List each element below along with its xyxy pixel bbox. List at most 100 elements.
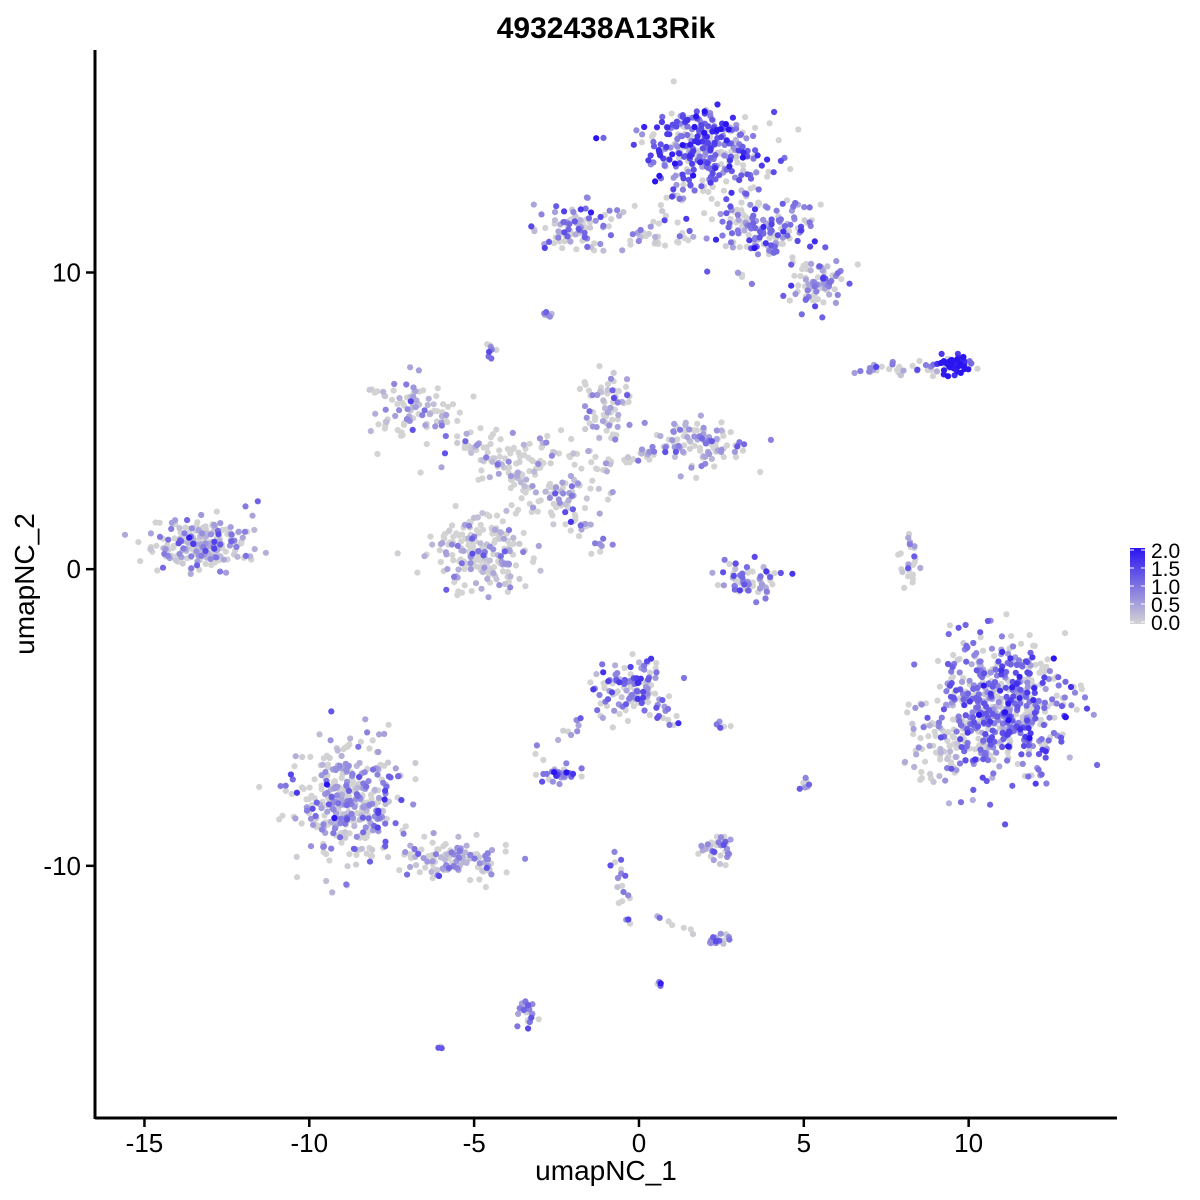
cell-point: [917, 735, 924, 742]
cell-point: [497, 529, 504, 536]
cell-point: [609, 387, 616, 394]
cell-point: [298, 784, 306, 791]
cell-point: [616, 710, 623, 718]
cell-point: [522, 855, 529, 862]
cell-point: [347, 735, 354, 742]
cell-point: [425, 395, 432, 402]
cell-point: [691, 123, 698, 131]
cell-point: [745, 581, 752, 588]
cell-point: [338, 839, 345, 846]
cell-point: [293, 789, 300, 796]
cell-point: [1053, 700, 1060, 707]
cell-point: [319, 761, 326, 768]
cell-point: [698, 842, 705, 850]
cell-point: [497, 436, 504, 443]
cell-point: [337, 834, 344, 841]
cell-point: [392, 765, 399, 772]
cell-point: [653, 704, 660, 711]
cell-point: [709, 569, 716, 576]
cell-point: [184, 539, 191, 546]
cell-point: [217, 541, 224, 548]
cell-point: [550, 500, 557, 507]
cell-point: [251, 546, 258, 553]
cell-point: [729, 244, 737, 251]
cell-point: [474, 563, 481, 570]
legend-label: 1.0: [1151, 576, 1180, 599]
cell-point: [1016, 695, 1023, 702]
cell-point: [520, 1006, 528, 1014]
cell-point: [548, 452, 556, 459]
cell-point: [1024, 669, 1031, 676]
cell-point: [618, 694, 625, 701]
cell-point: [1005, 700, 1012, 707]
cell-point: [407, 364, 414, 371]
cell-point: [516, 458, 523, 466]
cell-point: [820, 275, 827, 282]
cell-point: [436, 547, 443, 554]
cell-point: [175, 540, 182, 547]
cell-point: [980, 737, 987, 744]
cell-point: [600, 222, 607, 229]
cell-point: [360, 829, 367, 836]
cell-point: [592, 540, 599, 547]
cell-point: [551, 769, 558, 776]
cell-point: [970, 639, 977, 647]
cell-point: [1081, 694, 1089, 701]
cell-point: [760, 223, 767, 230]
cell-point: [238, 540, 245, 547]
cell-point: [596, 510, 603, 517]
cell-point: [330, 799, 337, 806]
cell-point: [791, 272, 798, 279]
cell-point: [677, 473, 684, 480]
cell-point: [423, 441, 430, 448]
cell-point: [987, 669, 994, 676]
cell-point: [979, 774, 986, 781]
cell-point: [420, 387, 427, 394]
cell-point: [432, 851, 439, 858]
cell-point: [698, 122, 705, 129]
cell-point: [531, 468, 538, 475]
cell-point: [949, 733, 956, 740]
cell-point: [641, 419, 648, 426]
cell-point: [762, 595, 769, 602]
cell-point: [473, 831, 480, 838]
cell-point: [652, 674, 659, 682]
cell-point: [816, 263, 823, 270]
cell-point: [1026, 735, 1033, 742]
cell-point: [704, 841, 711, 848]
cell-point: [581, 229, 588, 236]
cell-point: [981, 670, 988, 677]
cell-point: [369, 737, 376, 744]
cell-point: [403, 416, 410, 423]
cell-point: [795, 126, 802, 133]
cell-point: [718, 134, 725, 141]
cell-point: [463, 430, 470, 437]
cell-point: [1038, 771, 1045, 778]
cell-point: [1036, 669, 1043, 676]
cell-point: [625, 398, 632, 406]
cell-point: [944, 373, 952, 380]
cell-point: [1094, 761, 1101, 769]
cell-point: [217, 568, 224, 575]
cell-point: [854, 261, 861, 268]
cell-point: [358, 845, 365, 852]
cell-point: [421, 833, 428, 840]
cell-point: [787, 221, 794, 228]
cell-point: [1034, 704, 1041, 711]
cell-point: [659, 208, 666, 215]
cell-point: [725, 126, 732, 133]
cell-point: [665, 693, 673, 700]
cell-point: [396, 395, 403, 402]
cell-point: [585, 215, 593, 222]
cell-point: [657, 202, 665, 209]
cell-point: [480, 552, 487, 559]
cell-point: [574, 480, 582, 487]
cell-point: [713, 435, 720, 443]
cell-point: [382, 787, 389, 794]
cell-point: [910, 731, 917, 738]
cell-point: [600, 680, 607, 687]
cell-point: [316, 731, 323, 738]
cell-point: [751, 553, 758, 561]
cell-point: [328, 708, 335, 715]
cell-point: [647, 223, 654, 230]
